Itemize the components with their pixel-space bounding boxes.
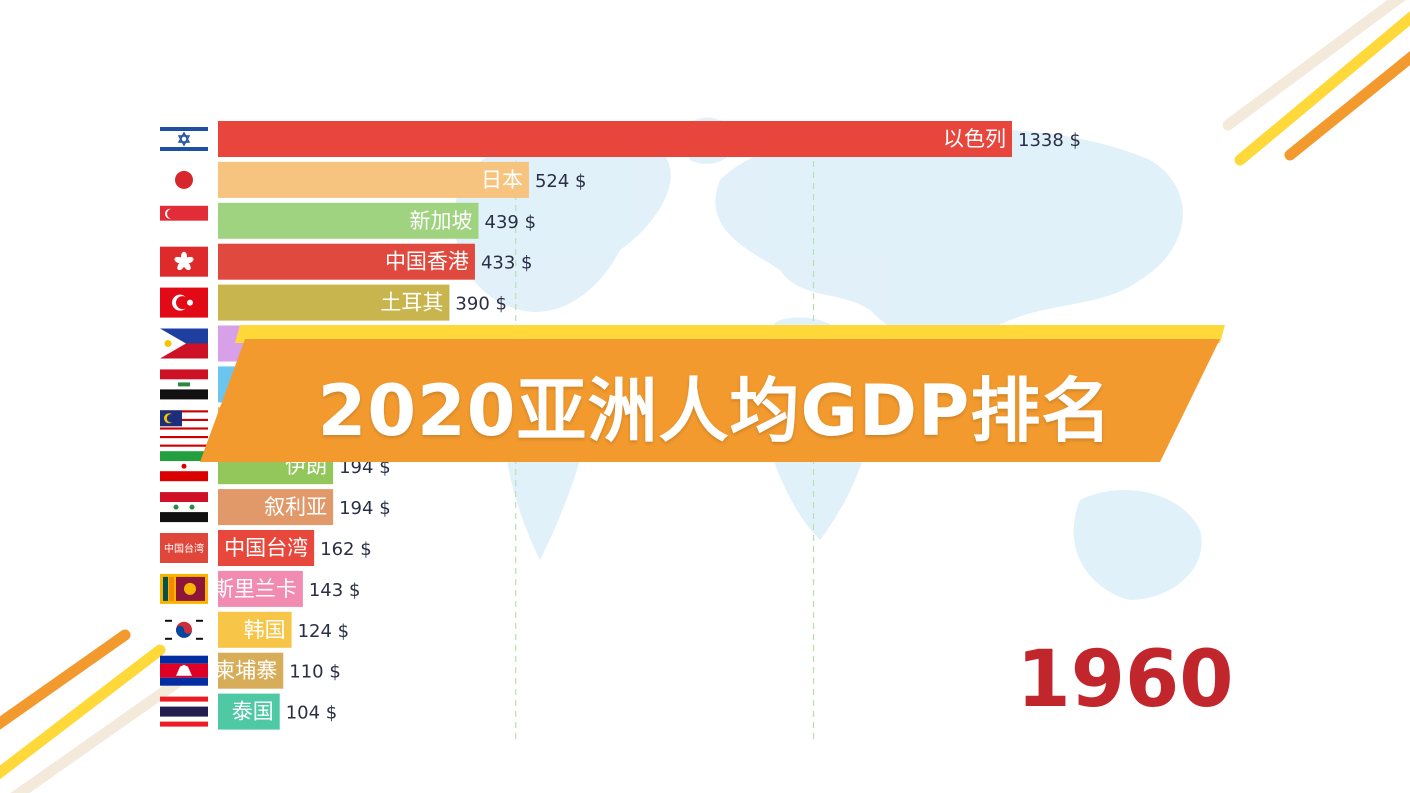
value-labels: 1338 $ 524 $ 439 $ 433 $ 390 $ 194 $ 194 $ 162 … xyxy=(286,130,1081,724)
value-label-11: 110 $ xyxy=(289,662,341,683)
value-label-9: 143 $ xyxy=(309,580,361,601)
bar-7 xyxy=(218,489,334,526)
bar-label-1: 以色列 xyxy=(943,127,1006,151)
korea-flag xyxy=(160,614,208,645)
decorative-stripes-bottom-left xyxy=(0,629,201,793)
cambodia-flag xyxy=(160,655,208,686)
bar-4 xyxy=(218,243,475,280)
svg-text:中国台湾: 中国台湾 xyxy=(164,542,204,555)
bar-8 xyxy=(218,530,315,566)
japan-flag xyxy=(160,164,208,195)
singapore-flag xyxy=(160,205,208,236)
value-label-10: 124 $ xyxy=(298,621,350,642)
bar-label-4: 中国香港 xyxy=(385,250,469,274)
iraq-flag xyxy=(160,369,208,400)
bar-label-12: 泰国 xyxy=(232,700,274,724)
bar-9 xyxy=(218,570,303,607)
srilanka-flag xyxy=(160,573,208,604)
value-label-7: 194 $ xyxy=(339,498,391,519)
bars xyxy=(218,121,1012,730)
bar-label-3: 新加坡 xyxy=(410,209,473,233)
syria-flag xyxy=(160,492,208,523)
bar-5 xyxy=(218,284,450,321)
turkey-flag xyxy=(160,287,208,318)
bar-label-2: 日本 xyxy=(481,168,523,192)
bar-12 xyxy=(218,693,280,730)
bar-1 xyxy=(218,121,1012,157)
bar-label-10: 韩国 xyxy=(244,618,286,642)
bar-label-9: 斯里兰卡 xyxy=(213,577,297,601)
value-label-8: 162 $ xyxy=(320,539,372,560)
taiwan-flag: 中国台湾 xyxy=(160,533,208,563)
decorative-stripes-top-right xyxy=(1222,0,1410,166)
value-label-5: 390 $ xyxy=(455,294,507,315)
value-label-3: 439 $ xyxy=(485,212,537,233)
bar-11 xyxy=(218,652,284,689)
value-label-4: 433 $ xyxy=(481,253,533,274)
bar-label-7: 叙利亚 xyxy=(264,495,327,519)
page-title: 2020亚洲人均GDP排名 xyxy=(317,369,1113,452)
bar-label-11: 柬埔寨 xyxy=(214,659,277,683)
hongkong-flag xyxy=(160,246,208,277)
bar-label-5: 土耳其 xyxy=(380,291,443,315)
bar-label-8: 中国台湾 xyxy=(224,536,308,560)
israel-flag xyxy=(160,124,208,154)
value-label-1: 1338 $ xyxy=(1018,130,1081,151)
thailand-flag xyxy=(160,696,208,727)
value-label-6: 194 $ xyxy=(339,457,391,478)
iran-flag xyxy=(160,451,208,482)
philippines-flag xyxy=(160,328,208,359)
bar-2 xyxy=(218,161,529,198)
flags: 中国台湾 xyxy=(160,124,208,727)
bar-3 xyxy=(218,202,479,239)
year-label: 1960 xyxy=(1016,635,1234,725)
value-label-12: 104 $ xyxy=(286,703,338,724)
bar-10 xyxy=(218,611,292,648)
value-label-2: 524 $ xyxy=(535,171,587,192)
